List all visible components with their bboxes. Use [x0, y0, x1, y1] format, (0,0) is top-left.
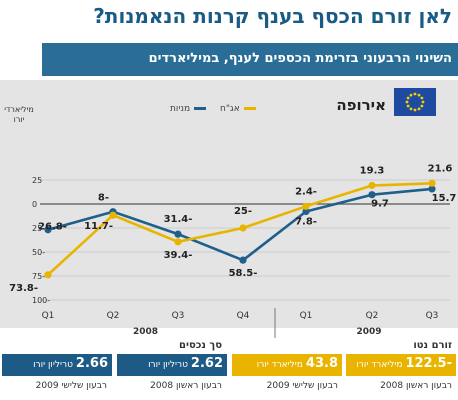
y-tick-label: 0 — [32, 200, 37, 209]
data-point — [174, 230, 182, 238]
x-tick-label: Q3 — [172, 311, 185, 321]
region-label: אירופה — [336, 96, 386, 114]
data-point — [239, 224, 247, 232]
y-tick-label: -75 — [32, 272, 45, 281]
data-label: -25 — [234, 206, 252, 217]
y-axis-label: מיליארדי — [4, 105, 34, 114]
summary-period: רבעון ראשון 2008 — [380, 381, 452, 391]
net-flow-header: זורם נטו — [413, 340, 452, 351]
data-point — [368, 191, 376, 199]
data-point — [428, 185, 436, 193]
data-point — [44, 226, 52, 234]
year-label: 2008 — [133, 327, 158, 337]
data-label: -73.8 — [9, 283, 38, 294]
legend-bonds-swatch — [243, 107, 256, 110]
x-tick-label: Q2 — [366, 311, 379, 321]
data-label: -8 — [98, 193, 109, 204]
summary-box-net-flow-2009q3: 43.8מיליארד יורו — [232, 354, 342, 376]
x-tick-label: Q1 — [42, 311, 55, 321]
y-tick-label: -100 — [32, 296, 50, 305]
summary-box-net-flow-2008q1: -122.5מיליארד יורו — [346, 354, 456, 376]
title-bar: לאן זורם הכסף בענף קרנות הנאמנות? — [0, 0, 458, 36]
summary-unit: טריליון יורו — [33, 360, 73, 370]
data-label: -2.4 — [295, 186, 317, 197]
data-label: 19.3 — [360, 165, 385, 176]
data-label: -39.4 — [164, 250, 193, 261]
summary-unit: מיליארד יורו — [256, 360, 303, 370]
data-label: 9.7 — [371, 199, 389, 210]
data-label: 21.6 — [428, 163, 453, 174]
data-point — [428, 179, 436, 187]
summary-value: -122.5 — [405, 356, 452, 371]
data-point — [302, 207, 310, 216]
summary-unit: טריליון יורו — [148, 360, 188, 370]
y-tick-label: -50 — [32, 248, 45, 257]
data-point — [109, 211, 117, 219]
data-label: -11.7 — [84, 221, 113, 232]
subtitle-bar: השינוי הרבעוני בזרימת הכספים לענף, במילי… — [42, 43, 458, 76]
summary-value: 2.62 — [190, 356, 223, 371]
data-label: -31.4 — [164, 214, 193, 225]
data-point — [302, 202, 310, 210]
data-point — [239, 256, 247, 264]
data-point — [44, 271, 52, 279]
summary-box-assets-2008q1: 2.62טריליון יורו — [117, 354, 227, 376]
summary-period: רבעון ראשון 2008 — [150, 381, 222, 391]
data-label: -26.8 — [38, 222, 67, 233]
summary-period: רבעון שלישי 2009 — [266, 381, 338, 391]
legend-bonds: אג"ח — [220, 104, 256, 118]
summary-value: 43.8 — [305, 356, 338, 371]
legend-stocks-swatch — [194, 107, 207, 110]
summary-unit: מיליארד יורו — [356, 360, 403, 370]
assets-header: סך נכסים — [179, 340, 222, 351]
data-label: -58.5 — [229, 268, 258, 279]
y-tick-label: -25 — [32, 224, 45, 233]
eu-flag-icon — [394, 88, 436, 116]
legend-stocks-label: מניות — [170, 104, 191, 114]
data-label: 15.7 — [432, 193, 457, 204]
legend-bonds-label: אג"ח — [220, 104, 240, 114]
page-title: לאן זורם הכסף בענף קרנות הנאמנות? — [93, 4, 452, 28]
summary-period: רבעון שלישי 2009 — [35, 381, 107, 391]
year-label: 2009 — [356, 327, 381, 337]
summary-box-assets-2009q3: 2.66טריליון יורו — [2, 354, 112, 376]
data-point — [174, 238, 182, 246]
data-point — [368, 181, 376, 190]
data-label: -7.8 — [295, 216, 317, 227]
y-axis-label: יורו — [14, 115, 25, 124]
x-tick-label: Q1 — [300, 311, 313, 321]
x-tick-label: Q4 — [237, 311, 250, 321]
legend-stocks: מניות — [170, 104, 207, 118]
x-tick-label: Q2 — [107, 311, 120, 321]
page-subtitle: השינוי הרבעוני בזרימת הכספים לענף, במילי… — [148, 51, 452, 66]
summary-value: 2.66 — [75, 356, 108, 371]
x-tick-label: Q3 — [426, 311, 439, 321]
y-tick-label: 25 — [32, 176, 42, 185]
